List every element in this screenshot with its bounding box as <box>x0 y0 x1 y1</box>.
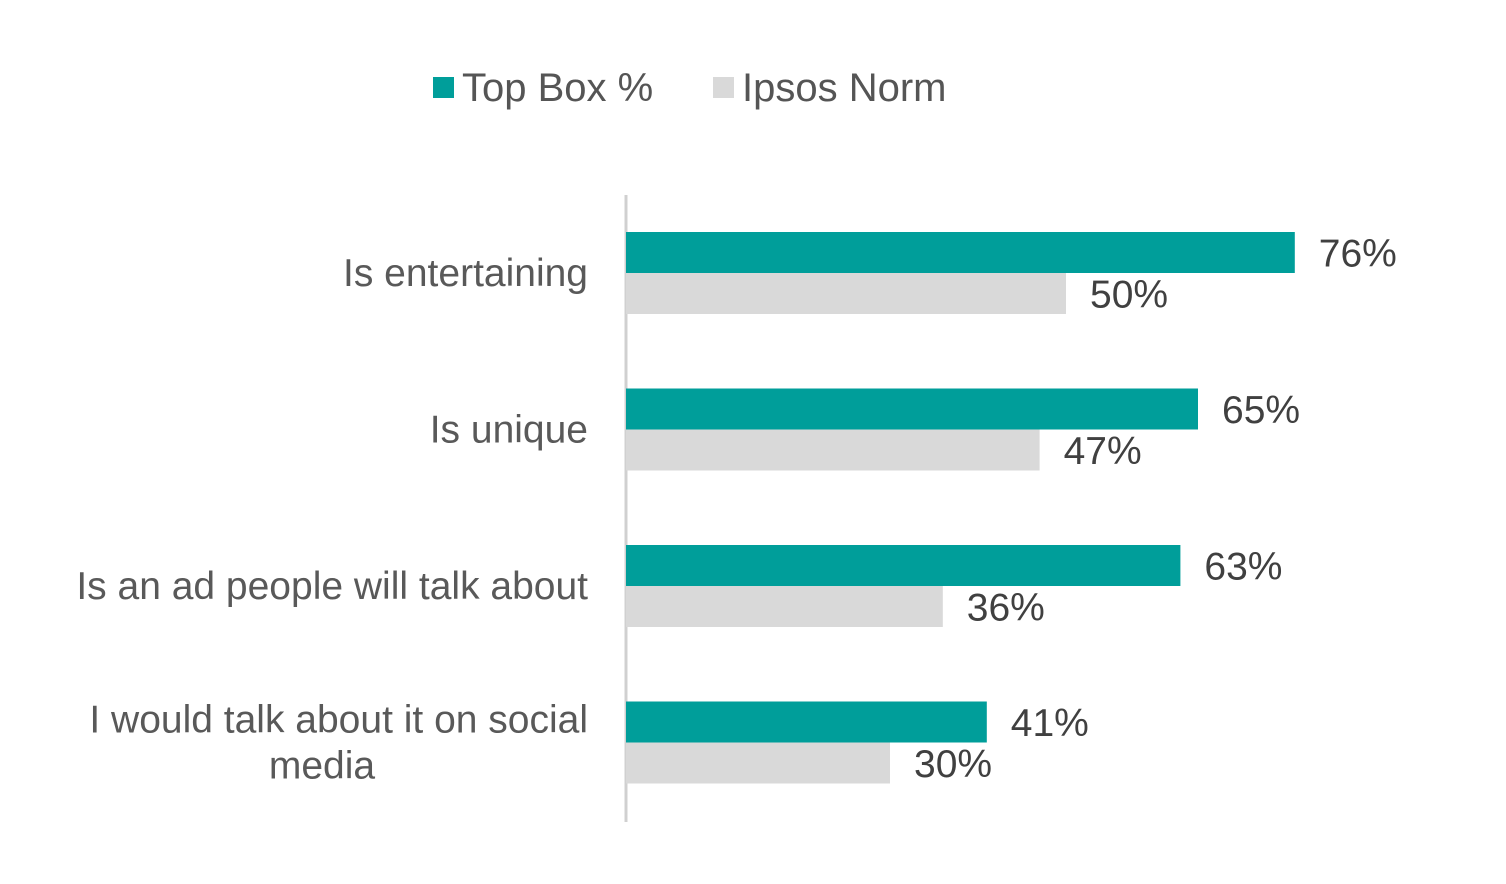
data-label-ipsos-norm-is-an-ad-people-will-talk-about: 36% <box>967 587 1045 630</box>
category-label-i-would-talk-about-it-on-social-media-line-1: I would talk about it on social <box>89 699 588 742</box>
bars <box>626 232 1295 784</box>
category-label-i-would-talk-about-it-on-social-media-line-2: media <box>269 745 376 788</box>
bar-ipsos-norm-is-an-ad-people-will-talk-about <box>626 586 943 627</box>
bar-ipsos-norm-i-would-talk-about-it-on-social-media <box>626 742 890 784</box>
category-label-is-unique: Is unique <box>430 409 588 452</box>
bar-top-box-i-would-talk-about-it-on-social-media <box>626 701 987 743</box>
data-label-ipsos-norm-i-would-talk-about-it-on-social-media: 30% <box>914 743 992 786</box>
bar-top-box-is-an-ad-people-will-talk-about <box>626 545 1181 586</box>
data-label-ipsos-norm-is-unique: 47% <box>1064 430 1142 473</box>
legend: Top Box % Ipsos Norm <box>433 66 947 110</box>
legend-swatch-top-box <box>433 77 454 98</box>
data-label-top-box-is-entertaining: 76% <box>1319 233 1397 276</box>
bar-top-box-is-entertaining <box>626 232 1295 273</box>
legend-swatch-ipsos-norm <box>713 77 734 98</box>
category-label-is-entertaining: Is entertaining <box>343 252 588 295</box>
bar-top-box-is-unique <box>626 388 1198 430</box>
data-label-top-box-is-an-ad-people-will-talk-about: 63% <box>1204 546 1282 589</box>
data-labels: 76% 50% 65% 47% 63% 36% 41% 30% <box>914 233 1397 787</box>
category-label-is-an-ad-people-will-talk-about: Is an ad people will talk about <box>76 565 588 608</box>
data-label-ipsos-norm-is-entertaining: 50% <box>1090 274 1168 317</box>
legend-label-top-box: Top Box % <box>462 66 653 110</box>
bar-ipsos-norm-is-unique <box>626 429 1040 471</box>
bar-ipsos-norm-is-entertaining <box>626 273 1066 314</box>
legend-label-ipsos-norm: Ipsos Norm <box>742 66 947 110</box>
data-label-top-box-is-unique: 65% <box>1222 389 1300 432</box>
data-label-top-box-i-would-talk-about-it-on-social-media: 41% <box>1011 702 1089 745</box>
category-labels: Is entertaining Is unique Is an ad people … <box>76 252 588 788</box>
